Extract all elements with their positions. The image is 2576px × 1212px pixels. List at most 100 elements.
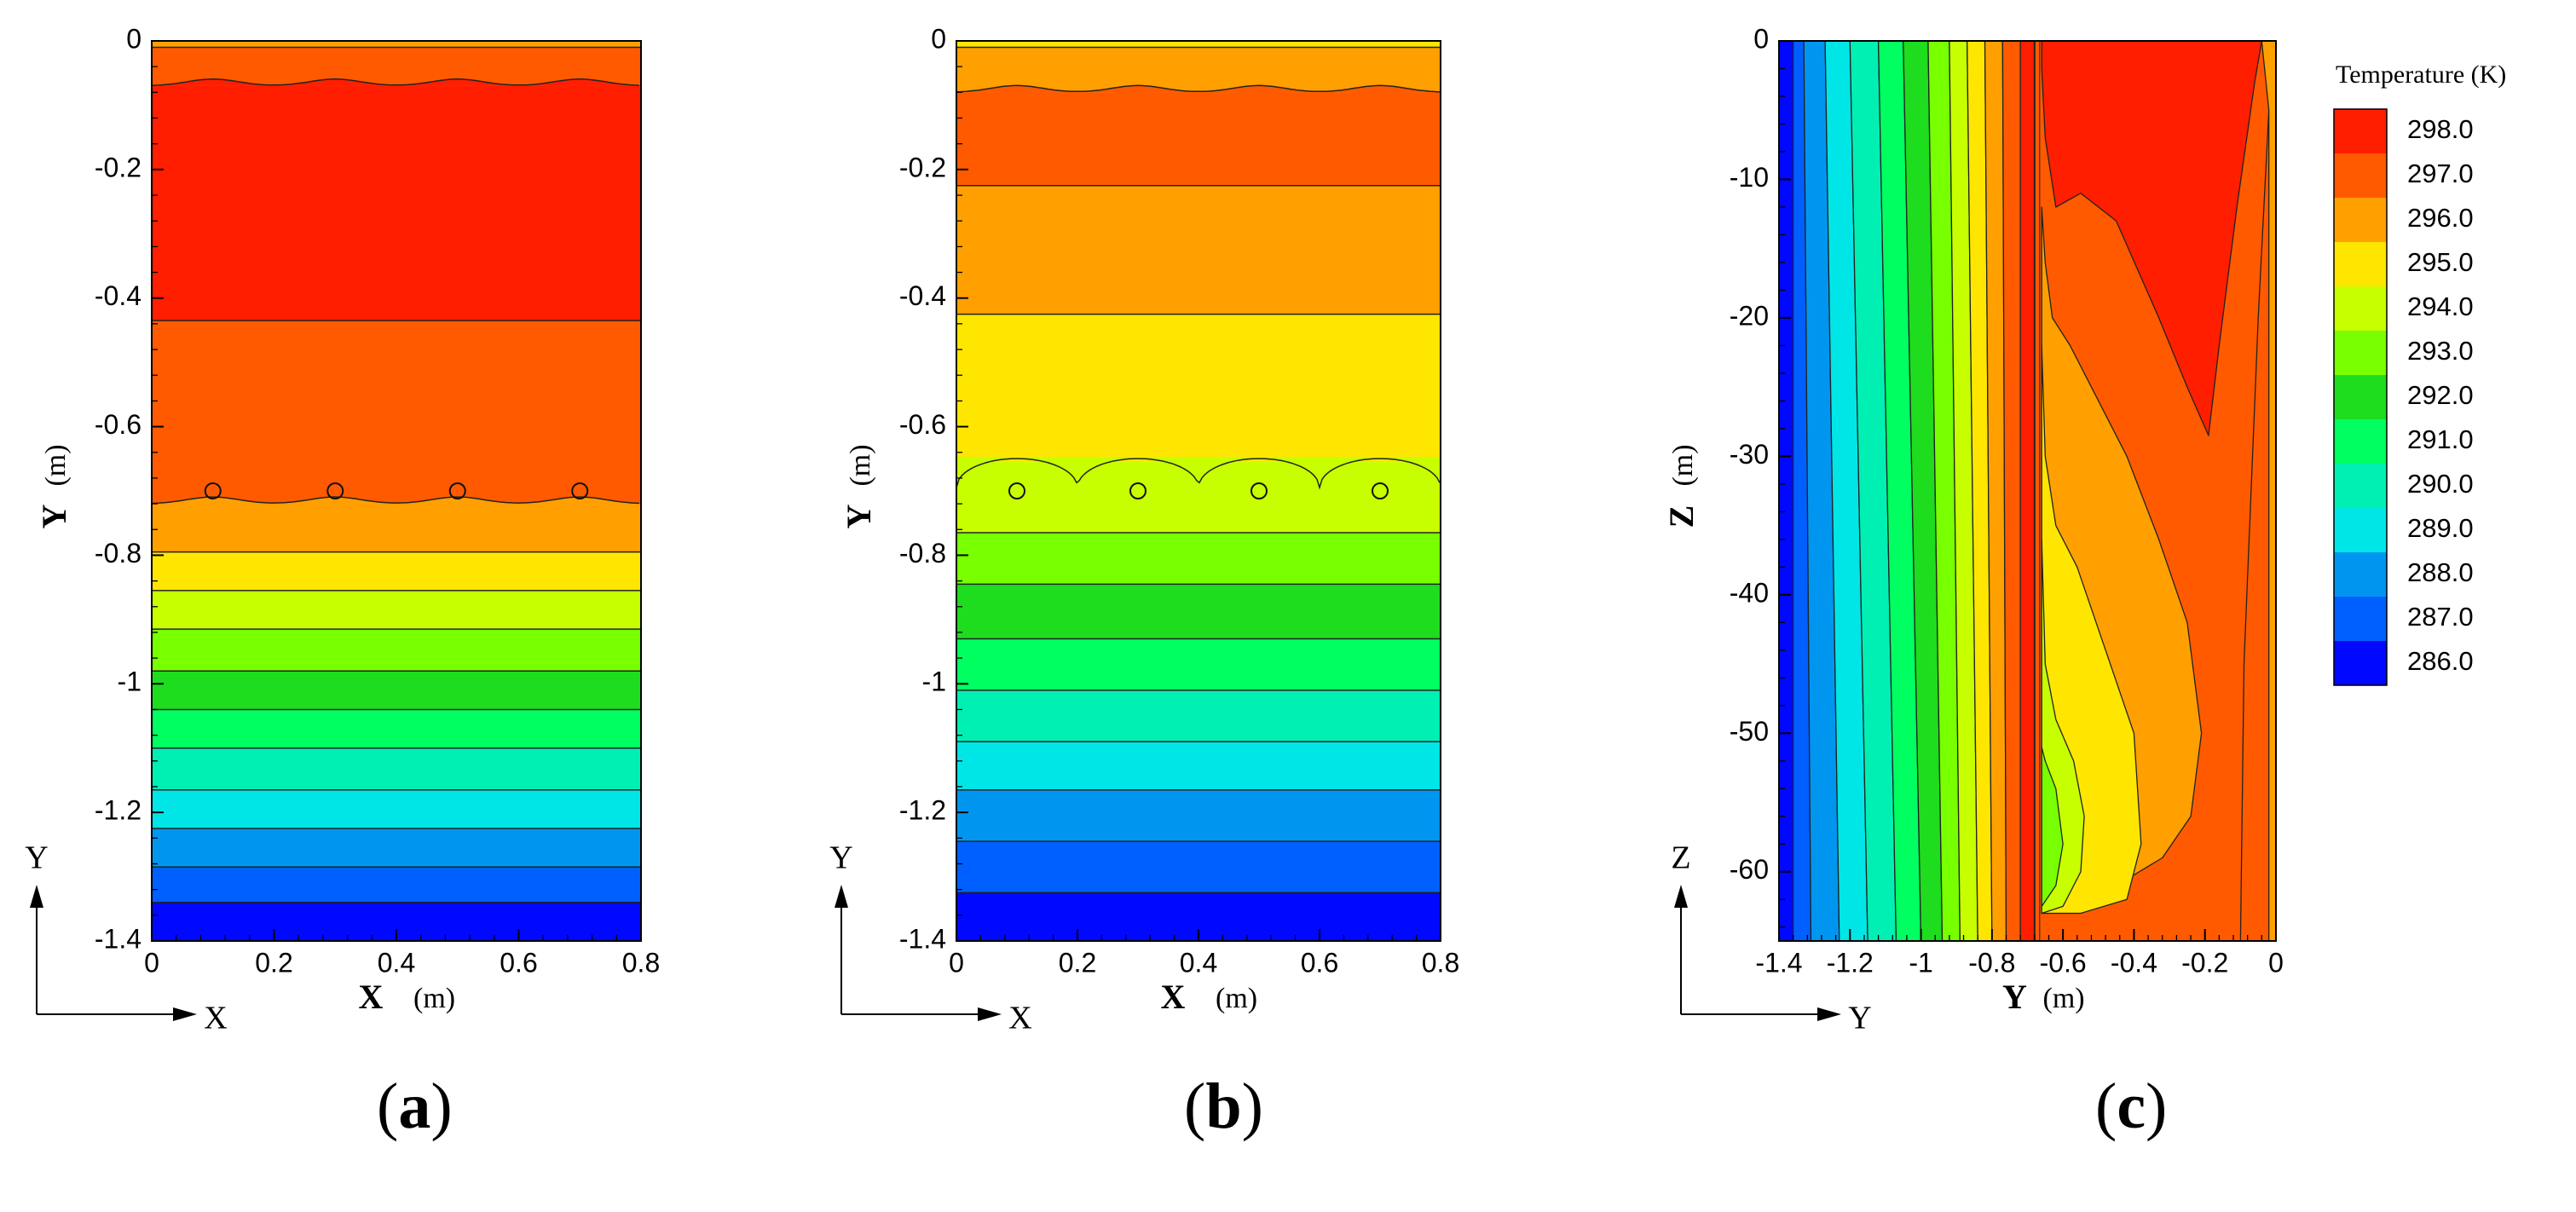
colorbar-swatch-294 [2334,286,2387,331]
y-tick-label: -1 [922,667,946,697]
colorbar-swatch-287 [2334,597,2387,641]
contour-strip-286 [1778,40,1794,942]
contour-line [956,84,1441,93]
triad-label-vertical: Y [25,840,48,876]
colorbar-swatch-286 [2334,641,2387,685]
triad-label-horizontal: Y [1848,1001,1871,1036]
colorbar-label: 295.0 [2407,247,2474,277]
colorbar-label: 289.0 [2407,513,2474,543]
y-tick-label: -1.4 [899,923,946,954]
colorbar-swatch-295 [2334,242,2387,286]
x-tick-label: 0.8 [1422,947,1459,978]
triad-arrowhead-up [30,885,43,908]
colorbar: Temperature (K) 298.0 297.0 296.0 295.0 294.0… [2333,61,2506,686]
x-tick-label: 0.8 [622,947,660,978]
contour-line [151,496,640,505]
contour-band-291 [956,638,1441,691]
x-tick-label: -1.4 [1755,947,1802,978]
contour-band-292 [152,671,641,711]
y-tick-label: -0.4 [95,280,142,311]
contour-line [151,78,640,87]
y-tick-label: -10 [1730,162,1769,193]
colorbar-swatch-291 [2334,419,2387,464]
triad-arrowhead-right [978,1007,1002,1021]
colorbar-swatch-297 [2334,153,2387,198]
triad-arrowhead-up [1674,885,1688,908]
x-axis-label: X [359,978,384,1016]
triad-arrowhead-right [1817,1007,1841,1021]
y-tick-label: 0 [126,23,142,54]
colorbar-label: 294.0 [2407,291,2474,321]
x-tick-label: 0 [2268,947,2284,978]
colorbar-label: 298.0 [2407,114,2474,144]
colorbar-label: 296.0 [2407,203,2474,233]
y-tick-label: 0 [931,23,946,54]
colorbar-swatch-298 [2334,109,2387,153]
x-tick-label: 0 [949,947,964,978]
contour-band-295 [152,551,641,592]
panel-c: 0 -10 -20 -30 -40 -50 -60 -1.4 -1.2 -1 -0.8 -0.6 -0.… [1662,23,2506,1036]
x-tick-label: 0.6 [1301,947,1338,978]
x-axis-unit: (m) [413,983,455,1014]
contour-band-291 [152,709,641,749]
triad-label-vertical: Z [1671,840,1690,876]
panel-a: 0-0.2-0.4-0.6-0.8-1-1.2-1.40 0.2 0.4 0.6 0.8… [25,23,660,1036]
contour-band-290 [956,690,1441,743]
contour-band-288 [956,789,1441,843]
contour-band-297 [152,47,641,87]
caption-a: (a) [377,1071,453,1142]
contour-region-298 [2041,40,2262,436]
x-axis-label: X [1161,978,1186,1016]
contour-bump [152,78,641,86]
x-tick-label: -0.6 [2040,947,2087,978]
contour-band-296 [152,41,641,49]
y-tick-label: -0.6 [899,409,946,440]
y-tick-label: -0.4 [899,280,946,311]
x-tick-label: 0.2 [255,947,292,978]
pipe-marker [1129,482,1146,499]
pipe-marker [326,482,344,499]
colorbar-swatch-293 [2334,331,2387,375]
pipe-marker [448,482,466,499]
contour-band-290 [152,747,641,791]
contour-band-298 [152,85,641,322]
colorbar-label: 292.0 [2407,380,2474,410]
contour-strip-297 [2001,40,2021,942]
triad-label-horizontal: X [204,1001,227,1036]
contour-band-297 [152,320,641,505]
colorbar-label: 297.0 [2407,159,2474,188]
pipe-marker [1372,482,1389,499]
y-tick-label: -50 [1730,716,1769,747]
colorbar-swatch-296 [2334,198,2387,242]
triad-arrowhead-right [173,1007,197,1021]
x-tick-label: 0 [144,947,159,978]
x-tick-label: -0.2 [2181,947,2228,978]
y-tick-label: -60 [1730,854,1769,885]
y-axis-label: Y [35,504,73,528]
triad-arrowhead-up [835,885,848,908]
y-axis-unit: (m) [40,444,72,486]
pipe-marker [1008,482,1025,499]
y-tick-label: -30 [1730,439,1769,470]
x-tick-label: -0.4 [2111,947,2157,978]
y-axis-unit: (m) [1667,444,1699,486]
colorbar-swatch-288 [2334,552,2387,597]
contour-band-287 [152,867,641,903]
x-tick-label: 0.4 [1180,947,1217,978]
y-tick-label: -0.8 [95,538,142,568]
contour-bump [956,85,1441,93]
caption-b: (b) [1184,1071,1263,1142]
y-tick-label: -1.2 [899,795,946,826]
colorbar-swatch-289 [2334,508,2387,552]
contour-band-288 [152,828,641,869]
contour-band-292 [956,584,1441,640]
contour-band-289 [956,742,1441,791]
contour-band-296 [152,504,641,553]
caption-c: (c) [2095,1071,2168,1142]
colorbar-label: 288.0 [2407,557,2474,587]
pipe-marker [204,482,222,499]
contour-band-296 [956,185,1441,315]
y-tick-label: -20 [1730,300,1769,331]
pipe-marker [571,482,589,499]
